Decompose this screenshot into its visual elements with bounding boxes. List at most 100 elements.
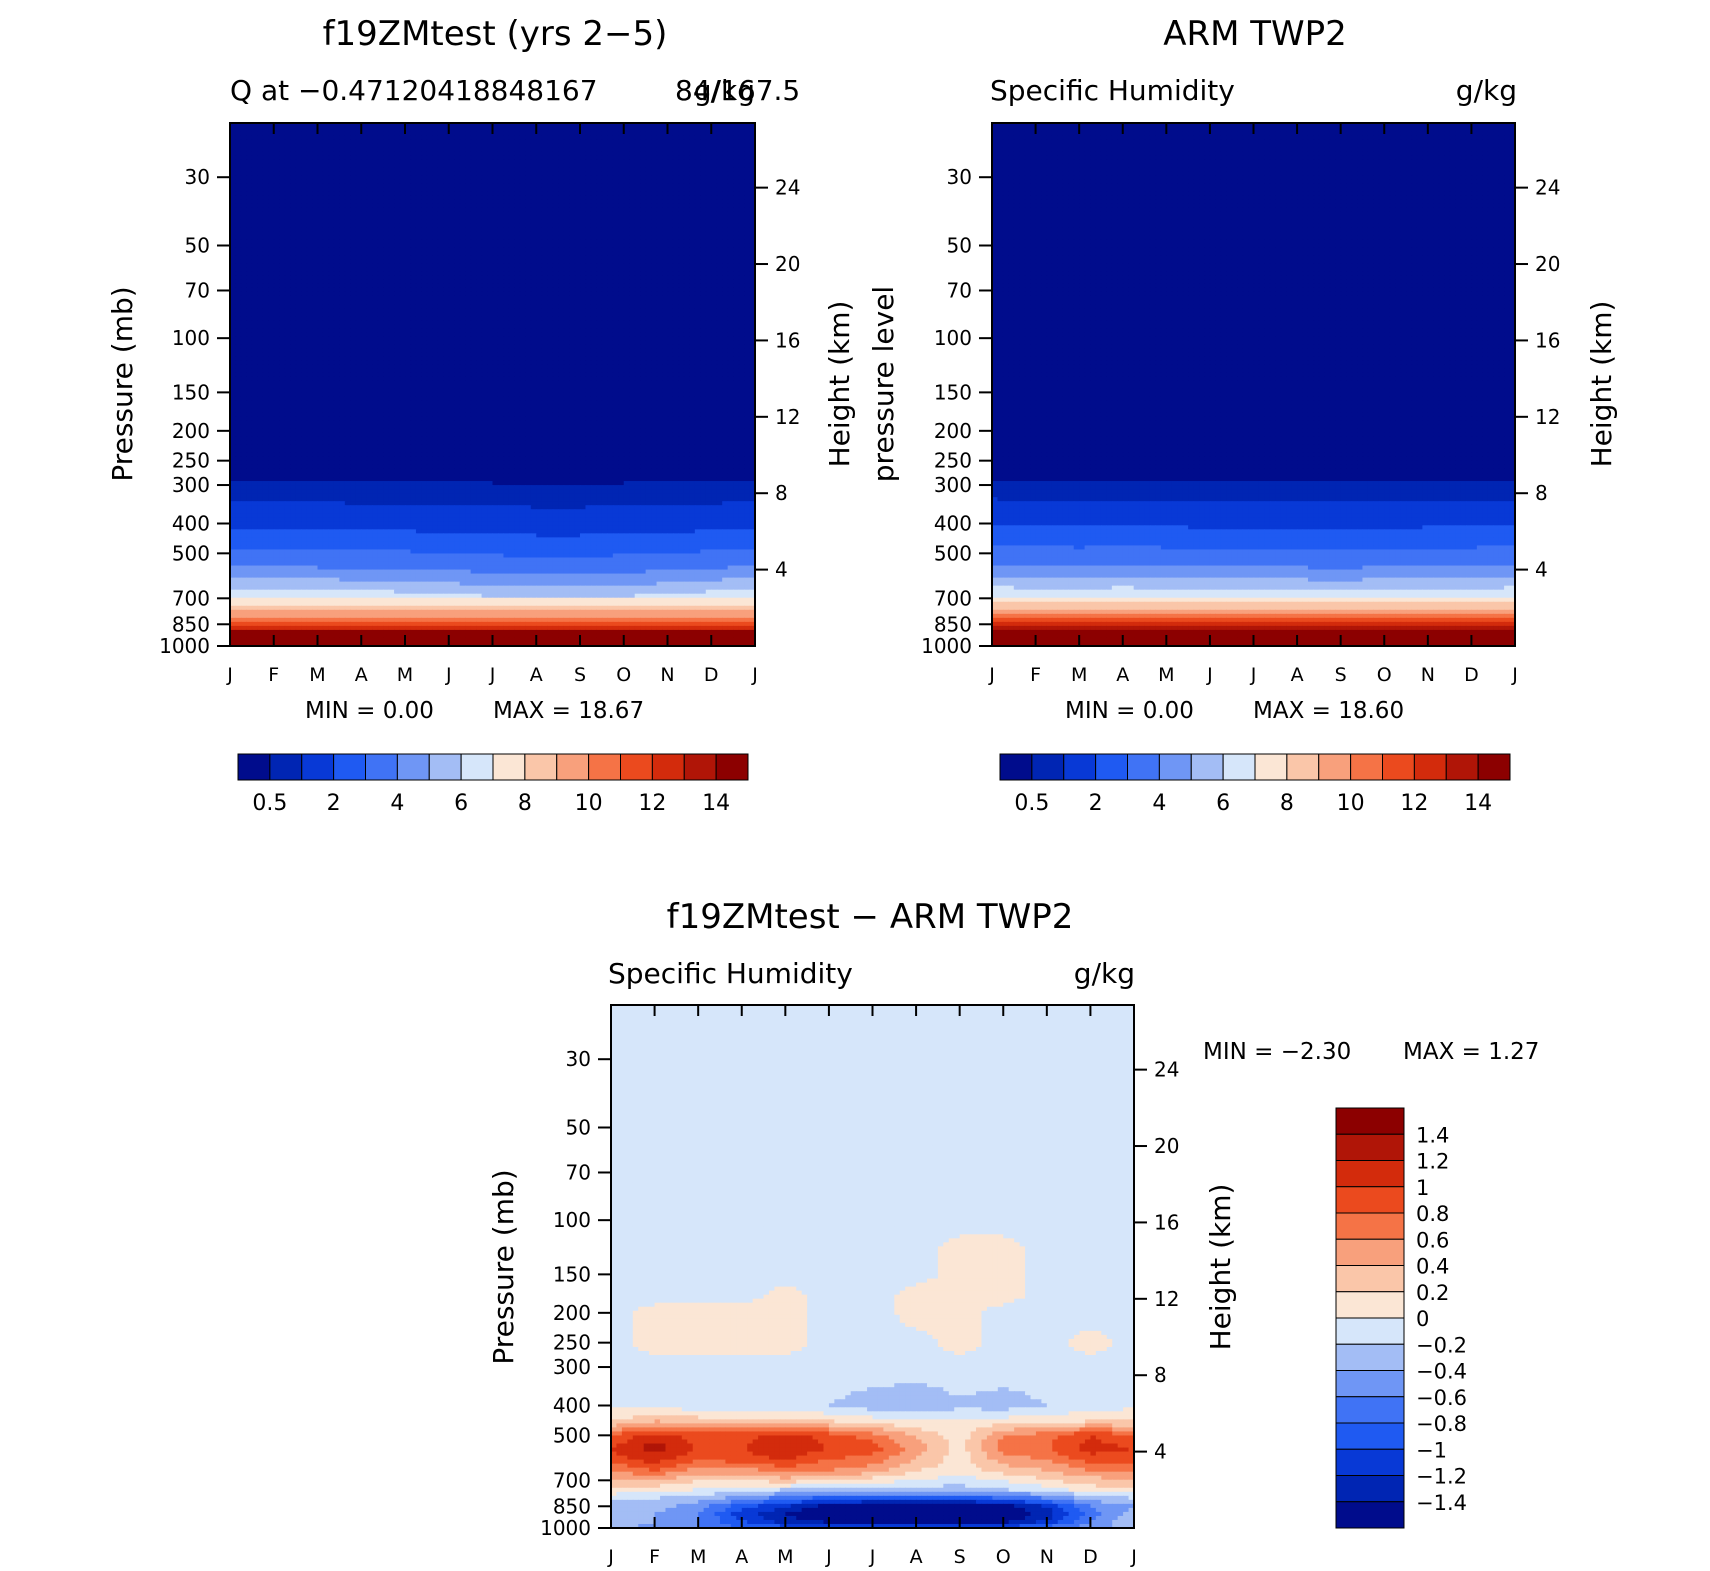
contour-cell (296, 139, 302, 144)
contour-cell (547, 159, 553, 164)
contour-cell (613, 131, 619, 136)
contour-cell (602, 143, 608, 148)
contour-cell (328, 131, 334, 136)
contour-cell (339, 139, 345, 144)
contour-cell (383, 143, 389, 148)
contour-cell (607, 127, 613, 132)
contour-cell (285, 155, 291, 160)
contour-cell (657, 151, 663, 156)
contour-cell (744, 143, 750, 148)
contour-cell (421, 159, 427, 164)
contour-cell (263, 143, 269, 148)
contour-cell (279, 151, 285, 156)
contour-cell (257, 143, 263, 148)
contour-cell (520, 139, 526, 144)
contour-cell (487, 147, 493, 152)
contour-cell (580, 135, 586, 140)
contour-cell (744, 127, 750, 132)
contour-cell (285, 151, 291, 156)
contour-cell (525, 155, 531, 160)
contour-cell (454, 155, 460, 160)
contour-cell (514, 151, 520, 156)
contour-cell (367, 143, 373, 148)
contour-cell (427, 147, 433, 152)
contour-cell (279, 135, 285, 140)
contour-cell (520, 143, 526, 148)
contour-cell (629, 155, 635, 160)
contour-cell (503, 143, 509, 148)
contour-cell (514, 143, 520, 148)
contour-cell (465, 143, 471, 148)
contour-cell (301, 159, 307, 164)
contour-cell (542, 131, 548, 136)
contour-cell (290, 147, 296, 152)
contour-cell (580, 155, 586, 160)
contour-cell (536, 151, 542, 156)
contour-cell (241, 135, 247, 140)
contour-cell (268, 155, 274, 160)
contour-cell (257, 127, 263, 132)
contour-cell (613, 139, 619, 144)
contour-cell (487, 151, 493, 156)
contour-cell (717, 151, 723, 156)
contour-cell (432, 127, 438, 132)
contour-cell (438, 143, 444, 148)
contour-cell (717, 127, 723, 132)
contour-cell (651, 139, 657, 144)
contour-cell (356, 155, 362, 160)
contour-cell (443, 155, 449, 160)
contour-cell (689, 147, 695, 152)
contour-cell (301, 147, 307, 152)
contour-cell (651, 159, 657, 164)
contour-cell (328, 135, 334, 140)
contour-cell (591, 139, 597, 144)
contour-cell (613, 155, 619, 160)
contour-cell (558, 139, 564, 144)
contour-cell (651, 155, 657, 160)
contour-cell (427, 151, 433, 156)
contour-cell (279, 147, 285, 152)
contour-cell (285, 127, 291, 132)
contour-cell (263, 135, 269, 140)
contour-cell (613, 151, 619, 156)
contour-cell (646, 127, 652, 132)
contour-cell (252, 143, 258, 148)
contour-cell (580, 143, 586, 148)
contour-cell (651, 127, 657, 132)
contour-cell (416, 147, 422, 152)
contour-cell (684, 147, 690, 152)
contour-cell (646, 131, 652, 136)
contour-cell (487, 159, 493, 164)
contour-cell (509, 159, 515, 164)
contour-cell (482, 143, 488, 148)
contour-cell (668, 143, 674, 148)
contour-cell (542, 143, 548, 148)
contour-cell (733, 143, 739, 148)
contour-cell (432, 155, 438, 160)
contour-cell (569, 155, 575, 160)
contour-cell (569, 135, 575, 140)
contour-cell (241, 159, 247, 164)
contour-cell (503, 151, 509, 156)
contour-cell (706, 135, 712, 140)
contour-cell (394, 159, 400, 164)
contour-cell (328, 155, 334, 160)
contour-cell (454, 139, 460, 144)
contour-cell (312, 147, 318, 152)
contour-cell (443, 147, 449, 152)
contour-cell (547, 151, 553, 156)
contour-cell (493, 147, 499, 152)
contour-cell (607, 147, 613, 152)
contour-cell (646, 151, 652, 156)
contour-cell (629, 135, 635, 140)
contour-cell (602, 127, 608, 132)
contour-cell (378, 159, 384, 164)
contour-cell (438, 131, 444, 136)
contour-cell (733, 139, 739, 144)
contour-cell (635, 159, 641, 164)
contour-cell (443, 139, 449, 144)
contour-cell (312, 135, 318, 140)
contour-cell (383, 127, 389, 132)
contour-cell (394, 155, 400, 160)
contour-cell (274, 135, 280, 140)
